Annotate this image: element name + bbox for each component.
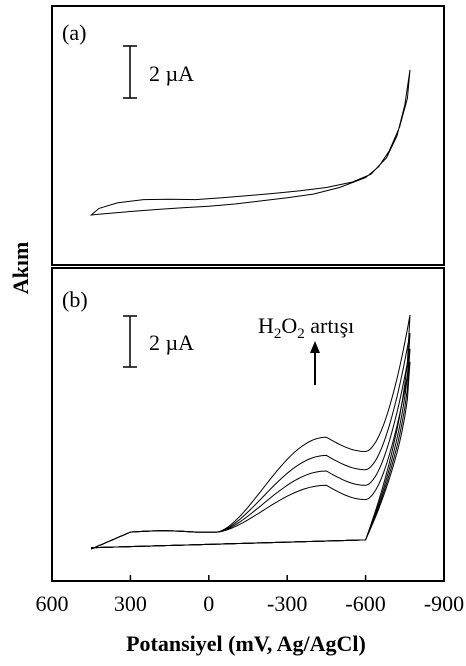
panel-b-cv-curve [91, 361, 411, 550]
panel-a-scale-bar [123, 45, 137, 99]
panel-b-cv-curve [91, 333, 411, 550]
panel-a-curves [89, 69, 411, 216]
panel-b-label: (b) [62, 287, 88, 312]
panel-b-scale-bar [123, 315, 137, 368]
x-tick-label: -600 [345, 591, 385, 616]
panel-b-curves [91, 314, 411, 550]
x-ticks: 600 300 0 -300 -600 -900 [36, 575, 464, 616]
annotation-arrow [310, 341, 320, 385]
y-axis-label: Akım [8, 242, 33, 295]
panel-b-scale-label: 2 µA [149, 330, 194, 355]
x-tick-label: 600 [36, 591, 69, 616]
panel-b-cv-curve [91, 314, 411, 550]
panel-a-scale-label: 2 µA [149, 61, 194, 86]
panel-b-frame [51, 267, 445, 582]
x-tick-label: 0 [203, 591, 214, 616]
x-tick-label: -900 [424, 591, 464, 616]
x-axis-label: Potansiyel (mV, Ag/AgCl) [126, 631, 366, 656]
panel-b-cv-curve [91, 348, 411, 550]
x-tick-label: -300 [267, 591, 307, 616]
h2o2-annotation: H2O2 artışı [258, 313, 354, 342]
panel-a-cv-curve [89, 69, 411, 216]
panel-a-frame [51, 5, 445, 266]
x-tick-label: 300 [114, 591, 147, 616]
panel-a-label: (a) [62, 20, 86, 45]
